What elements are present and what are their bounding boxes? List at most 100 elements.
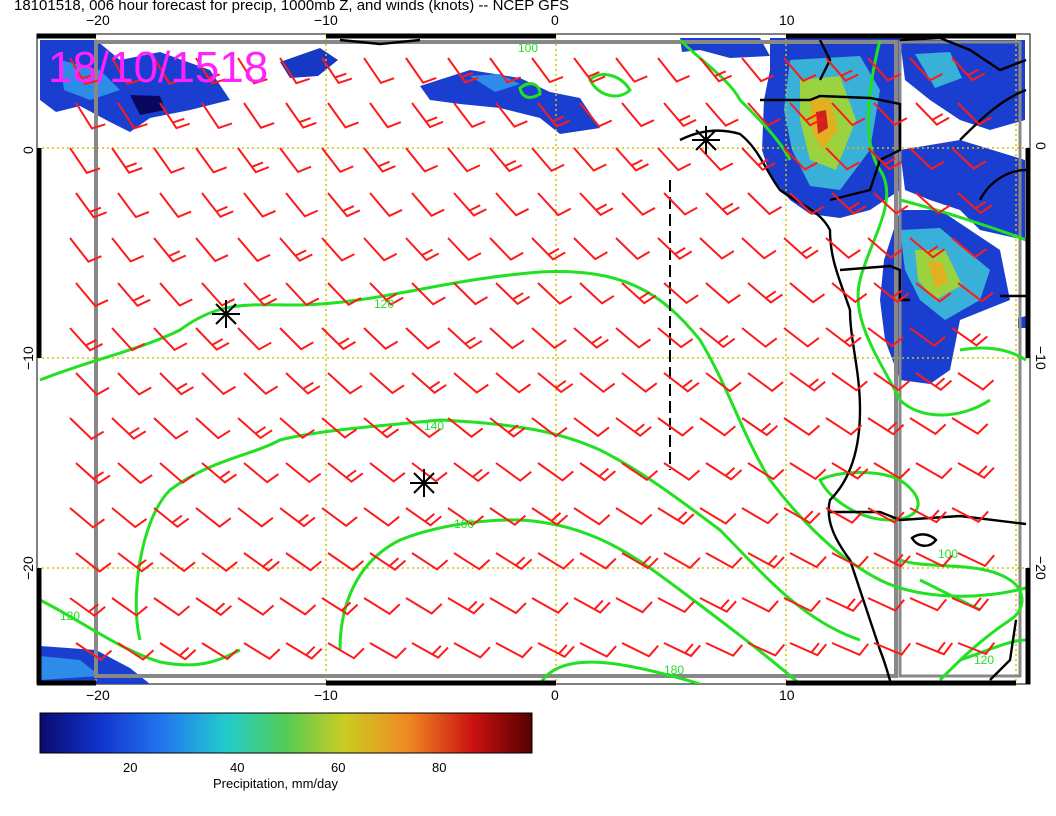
wind-barb-296 <box>495 642 533 659</box>
wind-barb-131 <box>957 282 994 303</box>
wind-barb-12 <box>573 57 606 84</box>
wind-barb-275 <box>531 597 569 614</box>
wind-barb-72 <box>327 192 361 218</box>
wind-barb-303 <box>789 642 828 657</box>
wind-barb-202 <box>243 462 280 484</box>
wind-barb-240 <box>909 507 947 524</box>
wind-barb-241 <box>951 507 989 524</box>
wind-barb-62 <box>825 147 860 171</box>
wind-barb-263 <box>957 552 995 568</box>
wind-barb-114 <box>243 282 278 307</box>
wind-barb-44 <box>69 147 101 175</box>
wind-barb-39 <box>789 102 824 127</box>
wind-barb-284 <box>909 597 947 612</box>
wind-barb-149 <box>783 327 820 348</box>
wind-barb-242 <box>75 552 112 573</box>
wind-barb-158 <box>243 372 279 395</box>
wind-barb-40 <box>831 102 866 127</box>
wind-barb-154 <box>75 372 110 396</box>
wind-barb-110 <box>75 282 109 308</box>
y-tick-left-minus10: −10 <box>20 346 36 370</box>
wind-barb-246 <box>243 552 280 572</box>
wind-barb-146 <box>657 327 694 349</box>
wind-barb-41 <box>873 102 908 127</box>
wind-barb-281 <box>783 597 821 613</box>
wind-barb-225 <box>279 507 316 528</box>
wind-barb-227 <box>363 507 400 527</box>
wind-barb-200 <box>159 462 195 484</box>
wind-barb-259 <box>789 552 827 569</box>
wind-barb-51 <box>363 147 396 173</box>
wind-barb-112 <box>159 282 193 307</box>
wind-barb-195 <box>867 417 905 436</box>
wind-barb-30 <box>411 102 444 129</box>
wind-barb-113 <box>201 282 235 307</box>
wind-barb-297 <box>537 642 575 659</box>
wind-barb-239 <box>867 507 905 524</box>
wind-barb-17 <box>783 57 817 83</box>
wind-barb-217 <box>873 462 911 480</box>
wind-barb-205 <box>369 462 406 483</box>
wind-barb-269 <box>279 597 317 616</box>
wind-barb-182 <box>321 417 357 439</box>
wind-barb-216 <box>831 462 869 480</box>
wind-barb-126 <box>747 282 783 304</box>
wind-barb-302 <box>747 642 785 657</box>
x-tick-bottom-10: 10 <box>779 687 795 703</box>
wind-barb-261 <box>873 552 911 568</box>
wind-barb-236 <box>741 507 779 525</box>
wind-barb-307 <box>957 642 996 656</box>
wind-barb-98 <box>489 237 524 261</box>
wind-barb-248 <box>327 552 365 572</box>
wind-barb-254 <box>579 552 617 570</box>
wind-barb-68 <box>159 192 192 219</box>
wind-barb-6 <box>321 57 353 85</box>
x-tick-top-10: 10 <box>779 12 795 28</box>
wind-barb-90 <box>153 237 187 263</box>
y-tick-left-0: 0 <box>20 146 36 154</box>
wind-barb-34 <box>579 102 613 128</box>
wind-barb-47 <box>195 147 227 174</box>
wind-barb-85 <box>873 192 909 215</box>
wind-barb-267 <box>195 597 233 617</box>
wind-barb-121 <box>537 282 573 305</box>
wind-barb-96 <box>405 237 440 262</box>
wind-barb-293 <box>369 642 407 660</box>
wind-barb-139 <box>363 327 399 351</box>
wind-barb-88 <box>69 237 102 263</box>
wind-barb-76 <box>495 192 530 217</box>
wind-barb-91 <box>195 237 229 263</box>
wind-barb-43 <box>957 102 992 126</box>
wind-barb-156 <box>159 372 194 396</box>
wind-barb-252 <box>495 552 533 571</box>
wind-barb-192 <box>741 417 779 437</box>
wind-barb-167 <box>621 372 658 393</box>
wind-barb-157 <box>201 372 237 396</box>
wind-barb-285 <box>951 597 990 612</box>
contour-label-180: 180 <box>664 663 684 677</box>
wind-barb-282 <box>825 597 863 613</box>
wind-barb-152 <box>909 327 946 347</box>
wind-barb-117 <box>369 282 404 306</box>
wind-barb-211 <box>621 462 659 482</box>
wind-barb-141 <box>447 327 483 350</box>
wind-barb-194 <box>825 417 863 436</box>
wind-barb-10 <box>489 57 522 84</box>
wind-barb-48 <box>237 147 270 174</box>
wind-barb-305 <box>873 642 912 656</box>
wind-barb-278 <box>657 597 695 614</box>
wind-barb-257 <box>705 552 743 569</box>
wind-barb-124 <box>663 282 699 305</box>
wind-barb-45 <box>111 147 143 174</box>
wind-barb-169 <box>705 372 742 393</box>
wind-barb-198 <box>75 462 111 485</box>
wind-barb-264 <box>69 597 106 617</box>
wind-barb-151 <box>867 327 904 348</box>
wind-barb-299 <box>621 642 659 658</box>
wind-barb-280 <box>741 597 779 613</box>
wind-barb-237 <box>783 507 821 525</box>
wind-barb-81 <box>705 192 740 216</box>
wind-barb-170 <box>747 372 784 393</box>
wind-barb-268 <box>237 597 275 616</box>
wind-barb-93 <box>279 237 313 262</box>
